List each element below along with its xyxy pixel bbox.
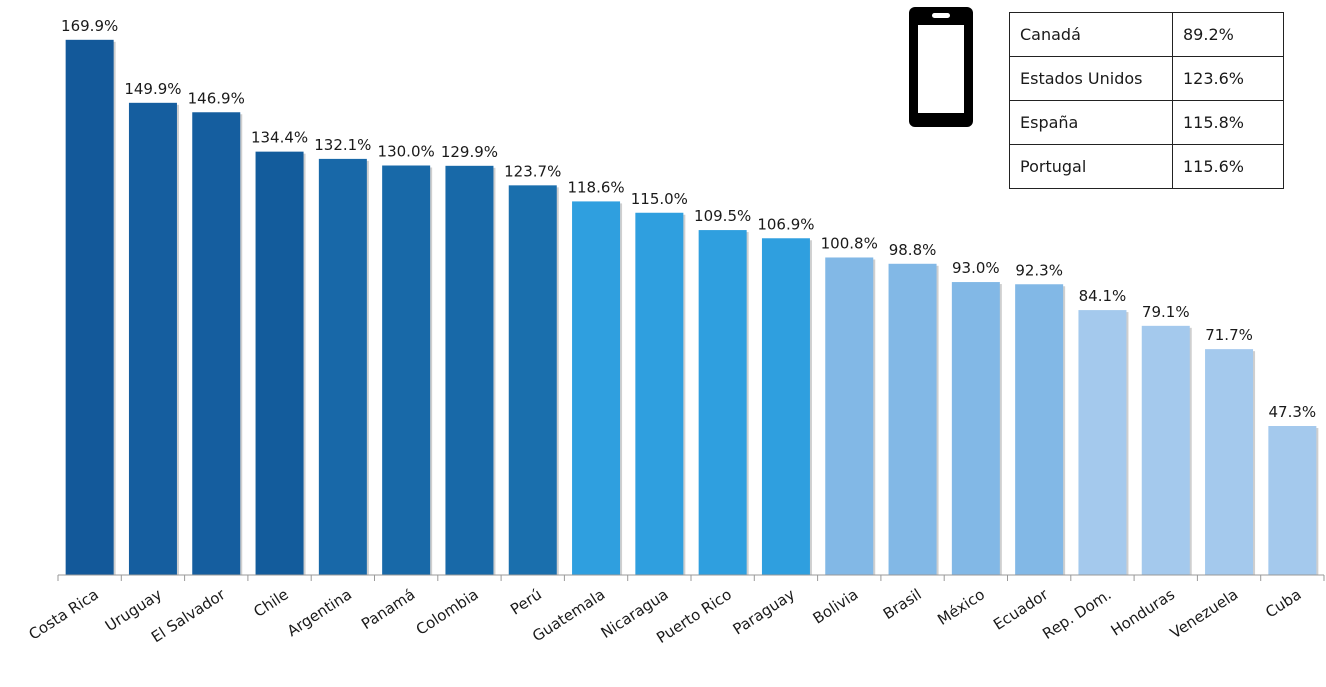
bar (572, 201, 621, 575)
table-cell-country: España (1009, 100, 1173, 145)
bar (128, 102, 177, 575)
data-label: 146.9% (188, 89, 245, 107)
bar (698, 230, 747, 575)
x-tick-label: Venezuela (1167, 585, 1241, 642)
data-label: 100.8% (821, 234, 878, 252)
x-tick-label: México (934, 585, 988, 629)
table-cell-value: 123.6% (1172, 56, 1284, 101)
bar (1268, 426, 1317, 575)
bar (255, 151, 304, 575)
bar (761, 238, 810, 575)
table-row: España 115.8% (1009, 100, 1284, 145)
x-tick-label: Panamá (358, 585, 418, 633)
data-label: 115.0% (631, 190, 688, 208)
bar (635, 212, 684, 575)
bar (1141, 325, 1190, 575)
bar (888, 263, 937, 575)
data-label: 134.4% (251, 129, 308, 147)
bar (825, 257, 874, 575)
table-row: Canadá 89.2% (1009, 12, 1284, 57)
bar (445, 165, 494, 575)
table-cell-country: Portugal (1009, 144, 1173, 189)
data-label: 92.3% (1015, 261, 1063, 279)
x-tick-label: Bolivia (810, 585, 862, 627)
bar (1015, 284, 1064, 575)
data-label: 118.6% (567, 178, 624, 196)
table-cell-value: 115.6% (1172, 144, 1284, 189)
table-cell-value: 89.2% (1172, 12, 1284, 57)
bar (382, 165, 431, 575)
bar (1205, 349, 1254, 575)
table-cell-country: Estados Unidos (1009, 56, 1173, 101)
x-tick-label: Paraguay (730, 585, 799, 638)
bar (1078, 310, 1127, 575)
data-label: 106.9% (757, 215, 814, 233)
table-cell-country: Canadá (1009, 12, 1173, 57)
data-label: 169.9% (61, 17, 118, 35)
x-tick-label: Guatemala (529, 585, 608, 645)
table-row: Estados Unidos 123.6% (1009, 56, 1284, 101)
data-label: 79.1% (1142, 303, 1190, 321)
bar (508, 185, 557, 575)
data-label: 109.5% (694, 207, 751, 225)
x-tick-label: Cuba (1262, 585, 1304, 621)
x-tick-label: Honduras (1108, 585, 1178, 640)
x-tick-label: Rep. Dom. (1039, 585, 1114, 643)
table-cell-value: 115.8% (1172, 100, 1284, 145)
data-label: 71.7% (1205, 326, 1253, 344)
x-tick-label: Argentina (284, 585, 355, 640)
reference-table: Canadá 89.2% Estados Unidos 123.6% Españ… (1009, 12, 1284, 189)
data-label: 149.9% (124, 80, 181, 98)
bar (65, 39, 114, 575)
bar (951, 282, 1000, 575)
data-label: 129.9% (441, 143, 498, 161)
data-label: 98.8% (889, 241, 937, 259)
mobile-phone-icon (908, 6, 974, 132)
bars-group (65, 39, 1319, 575)
data-label: 93.0% (952, 259, 1000, 277)
data-label: 130.0% (378, 143, 435, 161)
x-ticks-group (57, 575, 1325, 581)
bar (192, 112, 241, 575)
data-label: 132.1% (314, 136, 371, 154)
x-tick-label: Costa Rica (25, 585, 101, 643)
data-label: 123.7% (504, 162, 561, 180)
x-tick-label: Colombia (413, 585, 482, 638)
x-tick-label: Brasil (880, 585, 925, 623)
data-labels-group: 169.9% 149.9% 146.9% 134.4% 132.1% 130.0% 129.… (61, 17, 1316, 421)
data-label: 47.3% (1269, 403, 1317, 421)
table-row: Portugal 115.6% (1009, 144, 1284, 189)
bar (318, 158, 367, 575)
x-tick-label: Perú (507, 585, 545, 618)
data-label: 84.1% (1079, 287, 1127, 305)
x-tick-label: Chile (250, 585, 291, 621)
